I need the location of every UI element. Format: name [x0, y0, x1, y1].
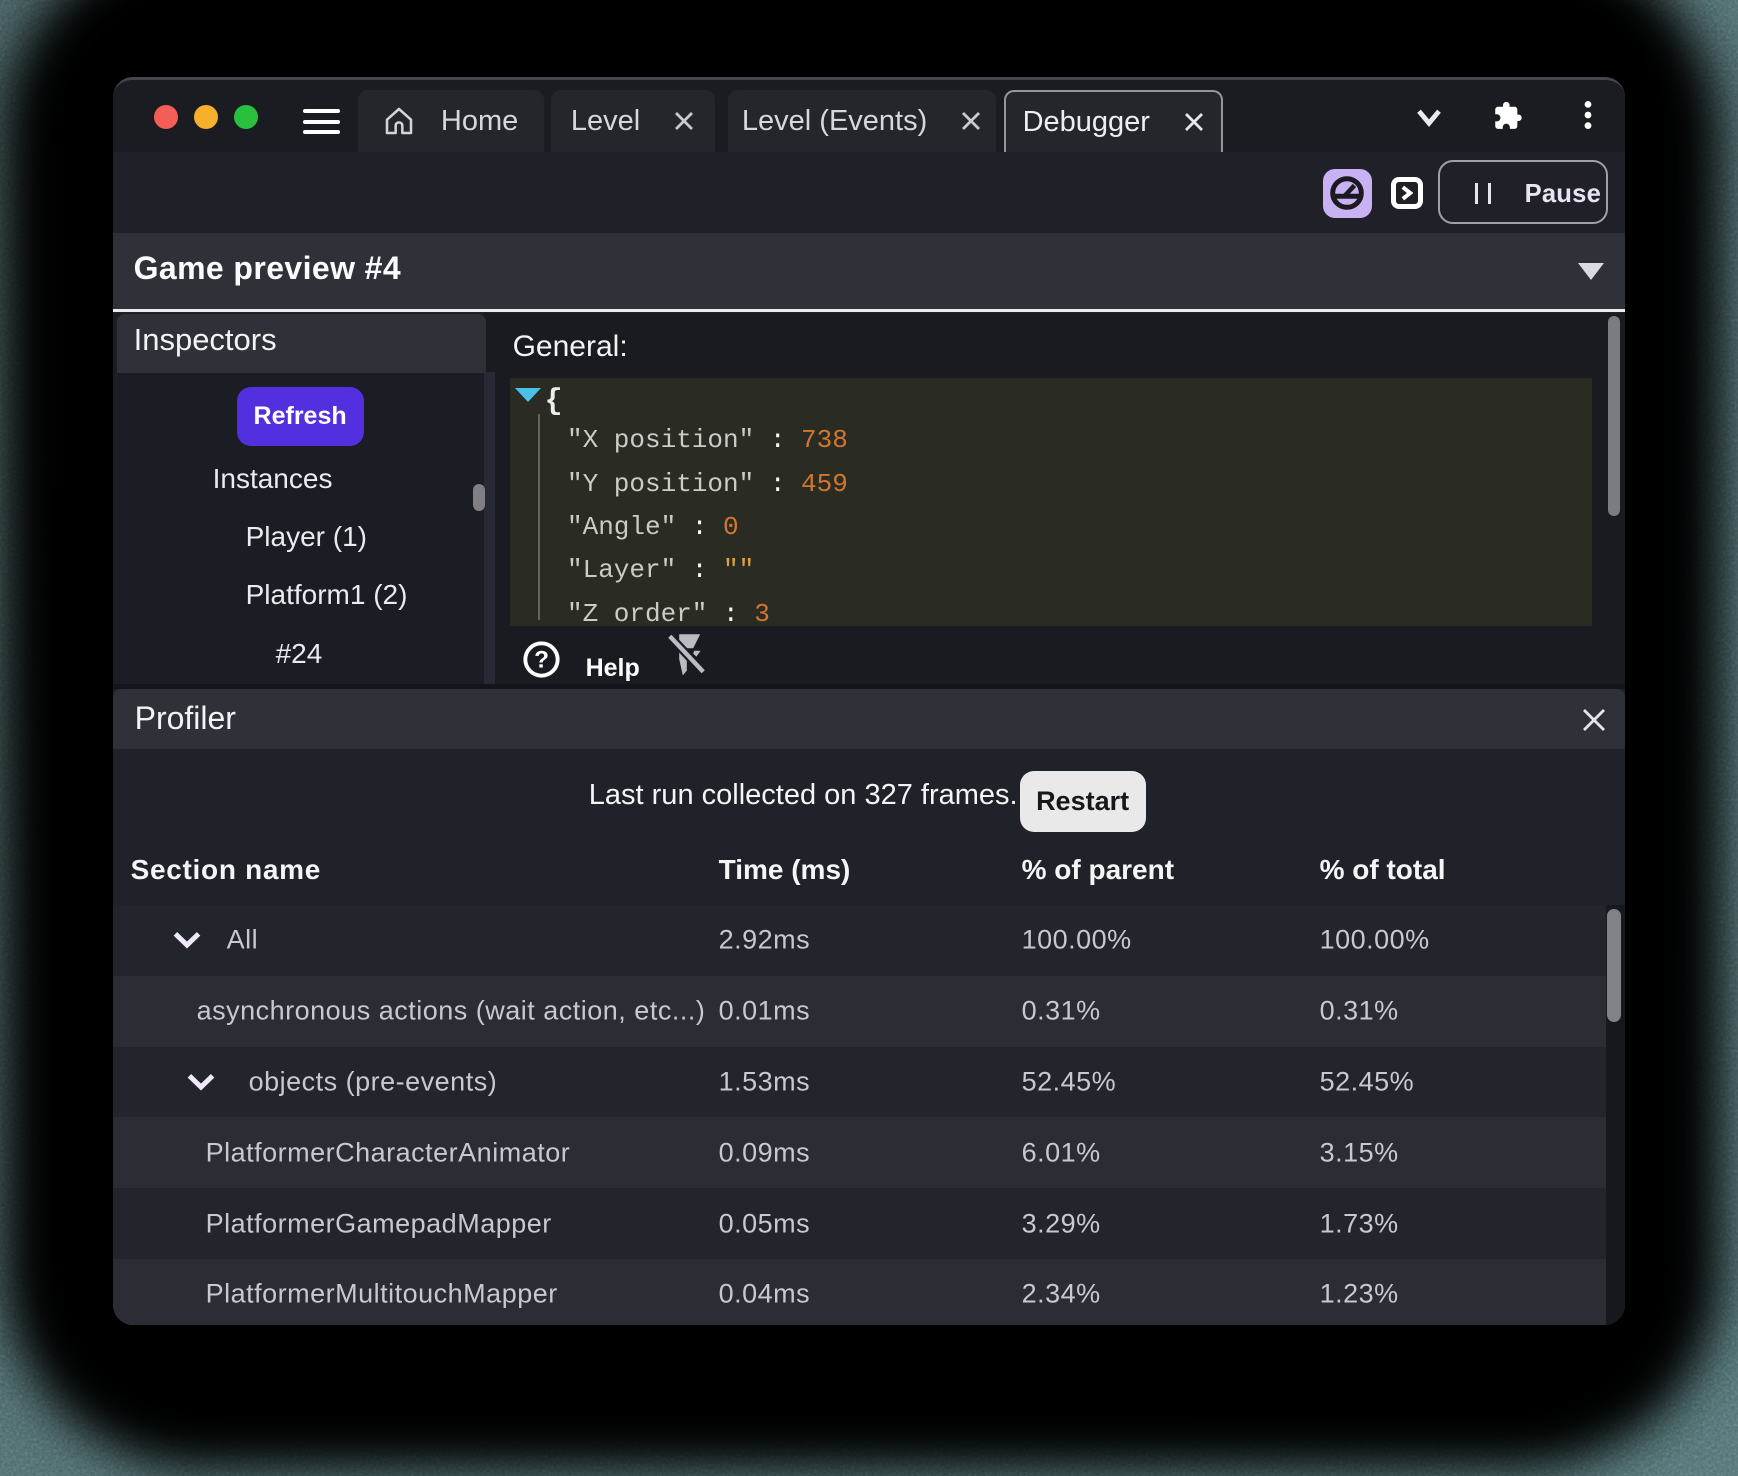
svg-text:?: ? — [534, 647, 549, 674]
